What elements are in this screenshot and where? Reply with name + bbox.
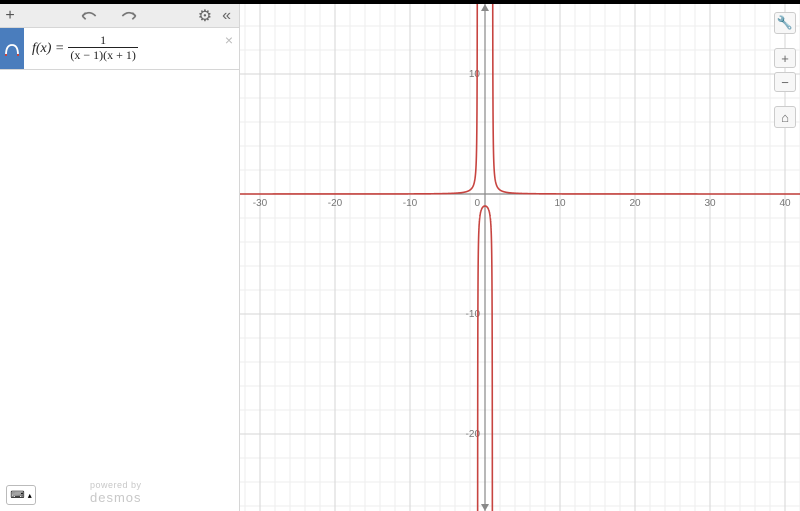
svg-text:0: 0 bbox=[474, 198, 480, 209]
svg-text:20: 20 bbox=[629, 198, 641, 209]
undo-button[interactable] bbox=[79, 8, 99, 24]
zoom-in-button[interactable]: + bbox=[774, 48, 796, 68]
add-expression-button[interactable]: + bbox=[0, 7, 20, 25]
svg-text:-10: -10 bbox=[403, 198, 418, 209]
collapse-panel-button[interactable]: « bbox=[222, 7, 231, 25]
svg-text:40: 40 bbox=[779, 198, 791, 209]
expression-fraction: 1 (x − 1)(x + 1) bbox=[68, 34, 138, 64]
zoom-out-button[interactable]: − bbox=[774, 72, 796, 92]
redo-button[interactable] bbox=[119, 8, 139, 24]
powered-by-label: powered by desmos bbox=[90, 480, 142, 505]
svg-text:10: 10 bbox=[469, 69, 481, 80]
fraction-numerator: 1 bbox=[68, 34, 138, 48]
caret-up-icon: ▴ bbox=[28, 491, 32, 500]
expression-list: f(x) = 1 (x − 1)(x + 1) × ⌨ ▴ powered by… bbox=[0, 28, 240, 511]
home-button[interactable]: ⌂ bbox=[774, 106, 796, 128]
settings-gear-icon[interactable]: ⚙ bbox=[198, 6, 212, 26]
graph-area[interactable]: -30-20-1010203040-30-20-1010200 🔧 + − ⌂ bbox=[240, 4, 800, 511]
expression-toolbar: + ⚙ « bbox=[0, 4, 240, 28]
graph-settings-button[interactable]: 🔧 bbox=[774, 12, 796, 34]
powered-by-text: powered by bbox=[90, 480, 142, 490]
expression-formula[interactable]: f(x) = 1 (x − 1)(x + 1) bbox=[24, 28, 239, 69]
expression-color-tab[interactable] bbox=[0, 28, 24, 69]
expression-lhs: f(x) = bbox=[32, 41, 64, 57]
svg-text:-30: -30 bbox=[253, 198, 268, 209]
svg-text:30: 30 bbox=[704, 198, 716, 209]
keypad-toggle-button[interactable]: ⌨ ▴ bbox=[6, 485, 36, 505]
fraction-denominator: (x − 1)(x + 1) bbox=[68, 48, 138, 64]
keyboard-icon: ⌨ bbox=[10, 490, 24, 501]
delete-expression-button[interactable]: × bbox=[225, 32, 233, 48]
svg-text:-20: -20 bbox=[328, 198, 343, 209]
graph-controls: 🔧 + − ⌂ bbox=[774, 12, 796, 128]
expression-row[interactable]: f(x) = 1 (x − 1)(x + 1) × bbox=[0, 28, 239, 70]
brand-text: desmos bbox=[90, 490, 142, 505]
svg-text:10: 10 bbox=[554, 198, 566, 209]
